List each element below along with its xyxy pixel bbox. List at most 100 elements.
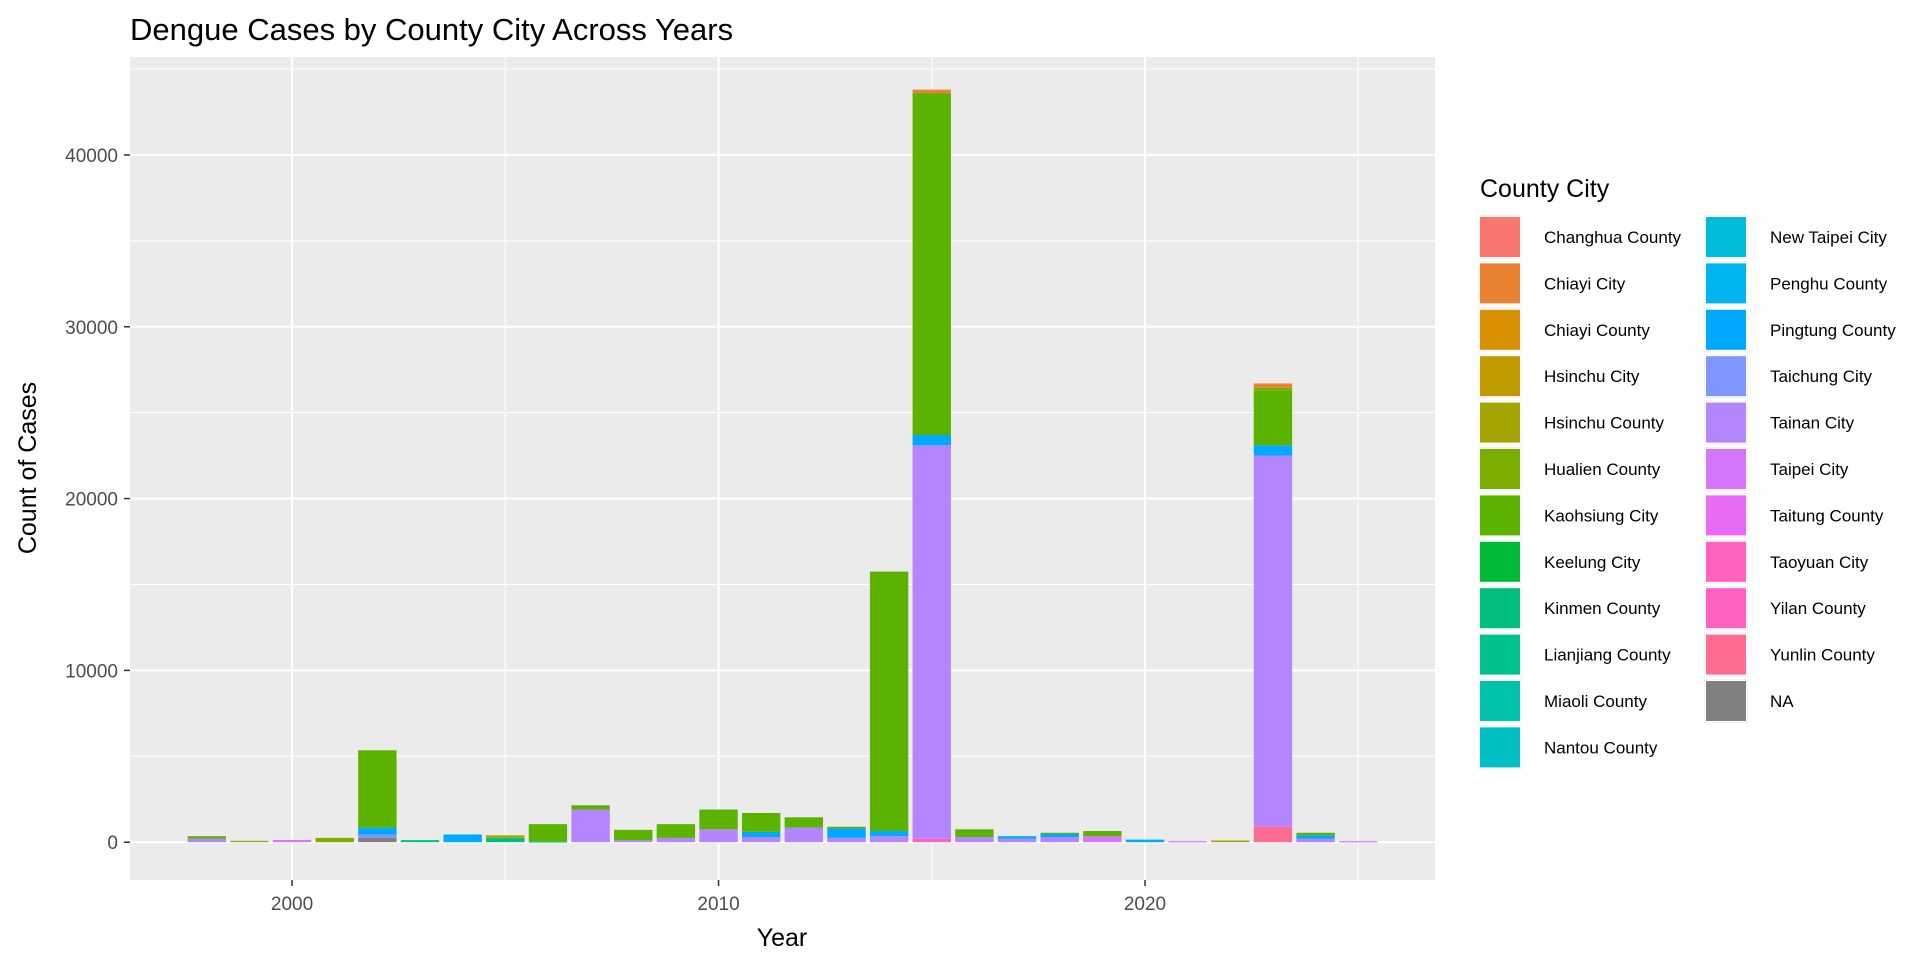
legend-label: Taitung County [1770, 506, 1884, 525]
bar-segment-2001-hualien-county [315, 837, 354, 843]
x-axis-title: Year [757, 924, 808, 952]
bar-stack-2005 [486, 835, 525, 843]
bar-segment-2010-tainan-city [699, 829, 738, 843]
bar-segment-2006-kinmen-county [528, 841, 568, 843]
bar-stack-2017 [997, 836, 1037, 843]
bar-stack-2001 [315, 837, 354, 843]
bar-segment-2005-hsinchu-county [486, 835, 525, 838]
legend-swatch [1479, 633, 1521, 676]
bar-stack-2012 [784, 817, 824, 843]
plot-panel [130, 57, 1435, 880]
legend-swatch [1479, 448, 1521, 490]
bar-segment-2023-chiayi-city [1253, 383, 1293, 388]
bar-segment-2023-hualien-county [1253, 387, 1293, 391]
bar-segment-2015-tainan-city [912, 445, 951, 839]
bar-stack-2021 [1168, 841, 1207, 843]
bar-stack-1998 [187, 836, 226, 843]
bar-segment-2013-kaohsiung-city [827, 826, 866, 829]
y-tick-label: 30000 [65, 318, 118, 339]
bar-segment-2023-tainan-city [1253, 455, 1293, 827]
legend-item: New Taipei City [1704, 215, 1887, 259]
bar-stack-2008 [614, 829, 653, 843]
legend-label: Taoyuan City [1770, 553, 1869, 572]
bar-segment-2024-tainan-city [1296, 838, 1335, 843]
bar-segment-2002-kaohsiung-city [358, 750, 397, 828]
bar-stack-2014 [869, 571, 909, 843]
bar-segment-2017-tainan-city [997, 838, 1037, 843]
bar-stack-1999 [230, 840, 269, 843]
bar-stack-2009 [656, 824, 696, 843]
y-tick-label: 40000 [65, 146, 118, 167]
legend-swatch [1705, 633, 1747, 676]
legend-label: Hsinchu County [1544, 414, 1665, 433]
bar-segment-2024-pingtung-county [1296, 835, 1335, 839]
bar-segment-2011-pingtung-county [741, 831, 781, 838]
legend-item: Kaohsiung City [1478, 493, 1659, 538]
legend-label: New Taipei City [1770, 228, 1887, 247]
legend-swatch [1479, 262, 1521, 305]
bar-segment-2006-kaohsiung-city [528, 824, 568, 842]
legend-label: Keelung City [1544, 553, 1641, 572]
x-tick-label: 2010 [697, 894, 739, 915]
bar-segment-1999-hsinchu-county [230, 840, 269, 843]
legend-item: Taitung County [1704, 493, 1884, 538]
bar-segment-2002-pingtung-county [358, 827, 397, 835]
y-tick-label: 10000 [65, 661, 118, 682]
legend-label: Nantou County [1544, 738, 1658, 757]
bar-segment-2011-tainan-city [741, 837, 781, 843]
bar-segment-2002-na [358, 837, 397, 843]
bar-segment-2022-hsinchu-county [1211, 840, 1250, 843]
bar-segment-2007-kaohsiung-city [571, 805, 610, 810]
bar-segment-2015-taoyuan-city [912, 838, 951, 843]
legend-item: Hsinchu City [1478, 354, 1640, 399]
legend-label: Hsinchu City [1544, 367, 1640, 386]
x-tick-label: 2020 [1124, 894, 1166, 915]
legend-swatch [1705, 216, 1747, 258]
legend-label: Pingtung County [1770, 321, 1896, 340]
legend-item: Chiayi City [1478, 261, 1626, 306]
bar-segment-2005-kinmen-county [486, 837, 525, 843]
legend-item: Yilan County [1704, 586, 1866, 631]
bars-group [187, 89, 1378, 843]
legend-swatch [1479, 587, 1521, 630]
legend-item: Hualien County [1478, 447, 1661, 491]
bar-segment-2014-pingtung-county [869, 831, 909, 837]
legend-swatch [1705, 448, 1747, 490]
legend-swatch [1705, 401, 1747, 444]
legend-swatch [1479, 355, 1521, 398]
legend-label: Kinmen County [1544, 599, 1661, 618]
legend-item: Penghu County [1704, 261, 1888, 306]
legend-item: Nantou County [1478, 725, 1658, 770]
bar-segment-2017-pingtung-county [997, 836, 1037, 839]
legend-swatch [1705, 587, 1747, 630]
bar-segment-2016-kaohsiung-city [955, 829, 994, 838]
grid-lines [130, 57, 1435, 880]
bar-segment-2021-taipei-city [1168, 841, 1207, 843]
legend-label: Chiayi County [1544, 321, 1650, 340]
bar-segment-2008-tainan-city [614, 840, 653, 843]
legend-swatch [1705, 540, 1747, 583]
legend-swatch [1705, 355, 1747, 398]
bar-segment-2015-kaohsiung-city [912, 93, 951, 435]
legend-item: Miaoli County [1478, 679, 1647, 723]
bar-stack-2013 [827, 826, 866, 843]
bar-segment-2008-kaohsiung-city [614, 829, 653, 841]
bar-stack-2011 [741, 812, 781, 843]
legend-label: Taipei City [1770, 460, 1849, 479]
bar-segment-2003-kinmen-county [400, 840, 440, 843]
bar-segment-2012-tainan-city [784, 827, 824, 843]
legend-item: Pingtung County [1704, 307, 1896, 352]
bar-segment-2014-kaohsiung-city [869, 571, 909, 832]
legend-label: Taichung City [1770, 367, 1873, 386]
legend-label: Miaoli County [1544, 692, 1647, 711]
x-tick-label: 2000 [271, 894, 313, 915]
bar-segment-2009-tainan-city [656, 837, 696, 843]
y-tick-label: 0 [107, 833, 118, 854]
bar-segment-2000-taipei-city [272, 839, 312, 843]
bar-segment-2020-pingtung-county [1125, 839, 1165, 843]
legend-label: Penghu County [1770, 274, 1888, 293]
legend-label: Kaohsiung City [1544, 506, 1659, 525]
bar-segment-2012-kaohsiung-city [784, 817, 824, 828]
bar-stack-2006 [528, 824, 568, 843]
